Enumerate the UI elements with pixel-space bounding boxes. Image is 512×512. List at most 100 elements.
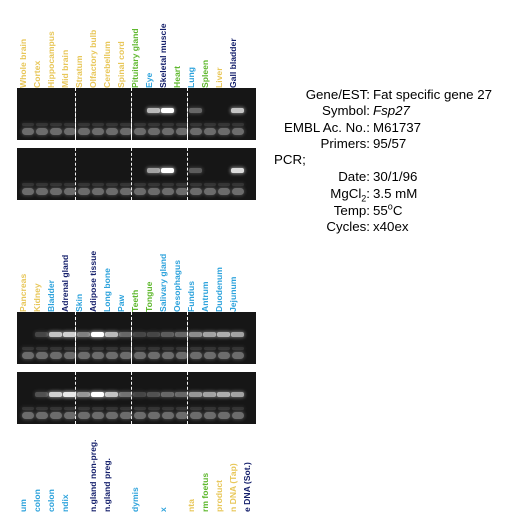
primer-dimer-band bbox=[36, 183, 48, 186]
info-row-temp: Temp: 55oC bbox=[268, 201, 512, 220]
lane-group-divider bbox=[75, 148, 76, 200]
info-row-embl: EMBL Ac. No.: M61737 bbox=[268, 120, 512, 137]
primer-dimer-band bbox=[176, 128, 188, 135]
primer-dimer-band bbox=[134, 183, 146, 186]
primer-dimer-band bbox=[232, 183, 244, 186]
primer-dimer-band bbox=[36, 352, 48, 359]
primer-dimer-band bbox=[162, 183, 174, 186]
primer-dimer-band bbox=[64, 347, 76, 350]
info-value-temp: 55oC bbox=[373, 201, 403, 218]
primer-dimer-band bbox=[162, 412, 174, 419]
lane-label: Salivary gland bbox=[158, 253, 168, 312]
primer-dimer-band bbox=[22, 407, 34, 410]
lane-label: Oesophagus bbox=[172, 259, 182, 312]
lane-label: n.gland preg. bbox=[102, 458, 112, 512]
info-value-mgcl2: 3.5 mM bbox=[373, 186, 418, 201]
primer-dimer-band bbox=[232, 352, 244, 359]
info-value-symbol: Fsp27 bbox=[373, 103, 410, 118]
lane-labels-2: Pancreas Kidney Bladder Adrenal gland Skin Ad… bbox=[17, 232, 256, 312]
primer-dimer-band bbox=[176, 188, 188, 195]
primer-dimer-band bbox=[232, 412, 244, 419]
primer-dimer-band bbox=[36, 123, 48, 126]
product-band bbox=[49, 332, 62, 337]
primer-dimer-band bbox=[218, 123, 230, 126]
primer-dimer-band bbox=[64, 412, 76, 419]
primer-dimer-band bbox=[64, 188, 76, 195]
lane-label: Paw bbox=[116, 294, 126, 312]
product-band bbox=[217, 332, 230, 337]
gel-image-1a bbox=[17, 88, 256, 140]
primer-dimer-band bbox=[232, 123, 244, 126]
lane-label: Skin bbox=[74, 293, 84, 312]
info-key-symbol: Symbol: bbox=[321, 103, 370, 118]
lane-label: Pancreas bbox=[18, 273, 28, 312]
primer-dimer-band bbox=[64, 128, 76, 135]
product-band bbox=[77, 392, 90, 397]
primer-dimer-band bbox=[204, 407, 216, 410]
primer-dimer-band bbox=[232, 407, 244, 410]
lane-label: Eye bbox=[144, 72, 154, 88]
primer-dimer-band bbox=[120, 352, 132, 359]
primer-dimer-band bbox=[22, 412, 34, 419]
primer-dimer-band bbox=[78, 183, 90, 186]
product-band bbox=[147, 108, 160, 113]
info-value-primers: 95/57 bbox=[373, 136, 407, 151]
lane-label: dymis bbox=[130, 487, 140, 512]
product-band bbox=[147, 332, 160, 337]
product-band bbox=[161, 392, 174, 397]
info-key-cycles: Cycles: bbox=[326, 219, 370, 234]
primer-dimer-band bbox=[148, 412, 160, 419]
primer-dimer-band bbox=[106, 407, 118, 410]
product-band bbox=[133, 332, 146, 337]
lane-label: x bbox=[158, 507, 168, 512]
info-row-pcr: PCR; bbox=[268, 152, 512, 169]
product-band bbox=[175, 332, 188, 337]
product-band bbox=[147, 168, 160, 173]
lane-label: Heart bbox=[172, 66, 182, 88]
primer-dimer-band bbox=[232, 188, 244, 195]
primer-dimer-band bbox=[176, 347, 188, 350]
info-value-cycles: x40ex bbox=[373, 219, 409, 234]
gel-image-2b bbox=[17, 372, 256, 424]
primer-dimer-band bbox=[92, 352, 104, 359]
product-band bbox=[217, 392, 230, 397]
product-band bbox=[189, 168, 202, 173]
primer-dimer-band bbox=[64, 407, 76, 410]
lane-label: Gall bladder bbox=[228, 38, 238, 88]
info-row-date: Date: 30/1/96 bbox=[268, 169, 512, 186]
primer-dimer-band bbox=[162, 352, 174, 359]
lane-label: Liver bbox=[214, 67, 224, 88]
lane-label: Long bone bbox=[102, 268, 112, 312]
info-value-embl: M61737 bbox=[373, 120, 422, 135]
product-band bbox=[161, 332, 174, 337]
product-band bbox=[133, 392, 146, 397]
lane-label: Olfactory bulb bbox=[88, 29, 98, 88]
primer-dimer-band bbox=[78, 347, 90, 350]
product-band bbox=[175, 392, 188, 397]
lane-label: um bbox=[18, 499, 28, 512]
primer-dimer-band bbox=[176, 412, 188, 419]
primer-dimer-band bbox=[176, 407, 188, 410]
product-band bbox=[203, 332, 216, 337]
product-band bbox=[231, 332, 244, 337]
primer-dimer-band bbox=[92, 412, 104, 419]
lane-label: Antrum bbox=[200, 281, 210, 312]
primer-dimer-band bbox=[50, 188, 62, 195]
lane-labels-3: um colon colon ndix n.gland non-preg. n.gland… bbox=[17, 432, 256, 512]
primer-dimer-band bbox=[22, 123, 34, 126]
info-row-gene: Gene/EST: Fat specific gene 27 bbox=[268, 87, 512, 104]
primer-dimer-band bbox=[176, 123, 188, 126]
primer-dimer-band bbox=[64, 123, 76, 126]
lane-label: Jejunum bbox=[228, 276, 238, 312]
product-band bbox=[35, 332, 48, 337]
lane-label: Mid brain bbox=[60, 49, 70, 88]
lane-label: Duodenum bbox=[214, 267, 224, 312]
primer-dimer-band bbox=[162, 347, 174, 350]
primer-dimer-band bbox=[190, 347, 202, 350]
lane-label: Hippocampus bbox=[46, 31, 56, 88]
primer-dimer-band bbox=[190, 123, 202, 126]
primer-dimer-band bbox=[162, 128, 174, 135]
product-band bbox=[189, 108, 202, 113]
product-band bbox=[77, 332, 90, 337]
product-band bbox=[161, 108, 174, 113]
